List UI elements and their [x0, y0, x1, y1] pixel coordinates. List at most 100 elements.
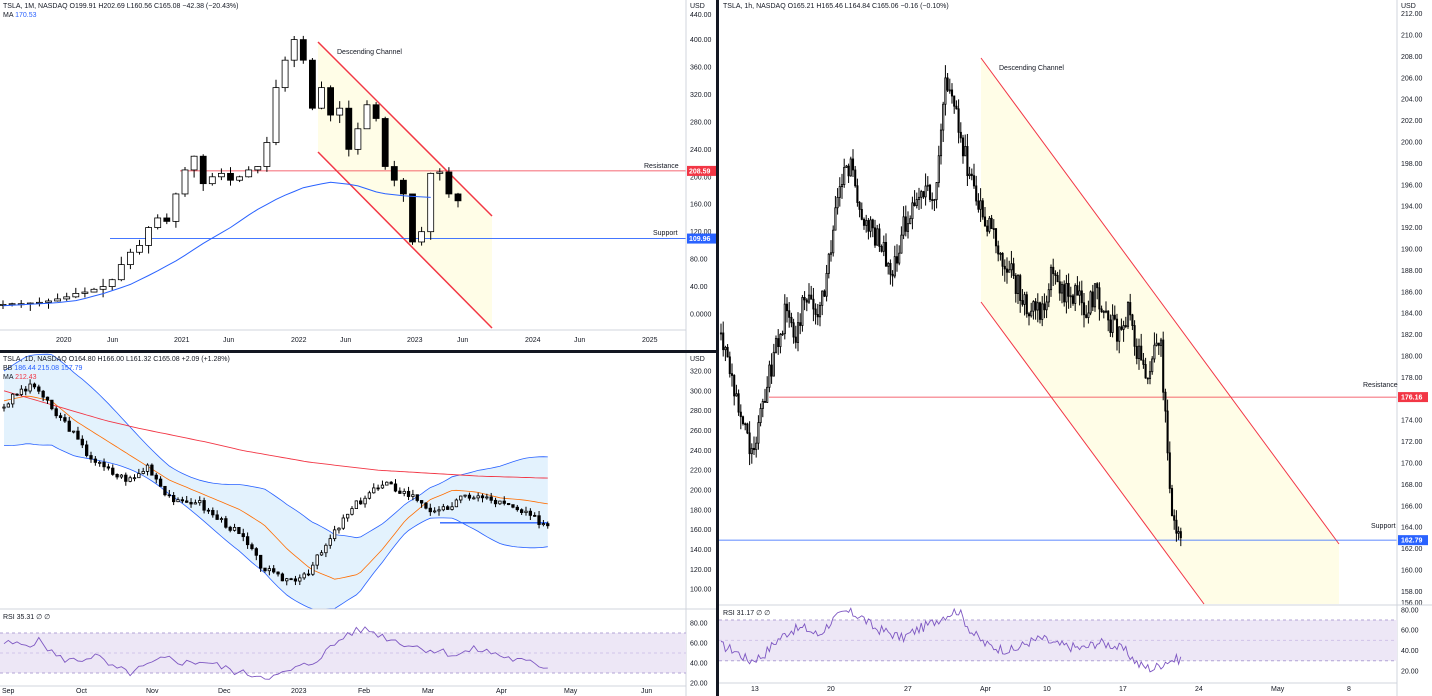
daily-candle [498, 500, 502, 505]
hourly-candle [1137, 345, 1141, 359]
monthly-candle [172, 193, 180, 222]
monthly-chart-pane[interactable]: USD 440.00 400.00 360.00 320.00 280.00 240.00 2… [0, 0, 716, 350]
hourly-rsi-tick: 40.00 [1401, 648, 1419, 655]
hourly-candle [935, 182, 938, 201]
daily-candle [472, 497, 476, 500]
daily-legend: TSLA, 1D, NASDAQ O164.80 H166.00 L161.32… [3, 355, 230, 382]
monthly-chart-canvas[interactable]: USD 440.00 400.00 360.00 320.00 280.00 240.00 2… [0, 0, 716, 350]
hourly-candle [1177, 531, 1180, 534]
daily-candle [267, 568, 272, 572]
hourly-candle [913, 202, 916, 207]
hourly-candle [953, 95, 956, 107]
hourly-candle [1122, 325, 1125, 330]
hourly-candle [1060, 284, 1064, 294]
hourly-price-tick: 190.00 [1401, 247, 1423, 254]
hourly-price-tick: 200.00 [1401, 140, 1423, 147]
hourly-channel-lower [980, 301, 1205, 605]
monthly-time-tick: 2023 [407, 337, 423, 344]
hourly-candle [891, 273, 894, 277]
monthly-candle [254, 166, 262, 171]
daily-candle [206, 509, 211, 512]
hourly-candle [926, 184, 929, 187]
daily-candle [2, 406, 6, 409]
daily-candle [6, 403, 10, 408]
horizontal-pane-divider[interactable] [0, 350, 716, 353]
daily-chart-pane[interactable]: USD 320.00 300.00 280.00 260.00 240.00 220.00 2… [0, 353, 716, 696]
daily-candle [359, 500, 363, 505]
daily-candle [80, 438, 84, 446]
hourly-price-tick: 174.00 [1401, 418, 1423, 425]
daily-candle [98, 461, 102, 464]
daily-candle [272, 568, 276, 573]
hourly-candle [1164, 391, 1167, 412]
daily-candle [324, 544, 328, 554]
daily-candle [289, 578, 293, 581]
hourly-price-tick: 172.00 [1401, 439, 1423, 446]
daily-candle [263, 567, 267, 572]
daily-candle [276, 571, 280, 575]
daily-candle [537, 515, 541, 525]
daily-candle [485, 496, 489, 499]
hourly-time-tick: 17 [1119, 686, 1127, 693]
monthly-time-tick: 2024 [525, 337, 541, 344]
daily-candle [119, 474, 124, 478]
daily-candle [489, 496, 493, 501]
hourly-candle [790, 316, 793, 324]
monthly-candle [72, 293, 80, 298]
hourly-candle [915, 199, 918, 207]
monthly-time-tick: 2020 [56, 337, 72, 344]
hourly-candle [1155, 342, 1158, 346]
hourly-candle [851, 158, 855, 171]
hourly-candle [900, 234, 903, 254]
hourly-candle [983, 216, 987, 227]
hourly-ohlc-legend: TSLA, 1h, NASDAQ O165.21 H165.46 L164.84… [723, 3, 949, 10]
hourly-price-tick: 164.00 [1401, 525, 1423, 532]
daily-ma-legend: MA 212.43 [3, 373, 230, 382]
daily-candle [124, 474, 128, 482]
hourly-candle [939, 129, 943, 157]
monthly-candle [281, 59, 289, 89]
daily-candle [24, 388, 28, 392]
hourly-candle [946, 77, 949, 91]
hourly-candle [834, 207, 837, 231]
hourly-candle [832, 229, 835, 254]
hourly-price-tick: 198.00 [1401, 161, 1423, 168]
hourly-candle [895, 256, 899, 264]
hourly-candle [741, 416, 745, 425]
hourly-candle [816, 314, 819, 318]
daily-price-tick: 240.00 [690, 448, 712, 455]
hourly-price-tick: 180.00 [1401, 354, 1423, 361]
hourly-candle [986, 225, 989, 232]
daily-candle [145, 464, 150, 472]
daily-candle [150, 464, 154, 476]
monthly-candle [108, 279, 116, 287]
daily-candle [19, 388, 24, 395]
hourly-candle [865, 220, 868, 226]
hourly-rsi-line [720, 607, 1182, 673]
hourly-candle [994, 228, 998, 247]
monthly-price-tick: 400.00 [690, 37, 712, 44]
hourly-candle [1175, 519, 1178, 534]
hourly-chart-pane[interactable]: USD 212.00 210.00 208.00 206.00 204.00 202.00 2… [719, 0, 1432, 696]
daily-candle [380, 484, 385, 489]
daily-candle [28, 383, 32, 392]
vertical-pane-divider[interactable] [716, 0, 719, 696]
hourly-candle [750, 447, 753, 455]
monthly-candle [299, 39, 307, 61]
hourly-candle [814, 308, 817, 315]
monthly-ma-legend: MA 170.53 [3, 11, 238, 20]
daily-bb-basis [3, 395, 548, 580]
daily-chart-canvas[interactable]: USD 320.00 300.00 280.00 260.00 240.00 220.00 2… [0, 353, 716, 696]
hourly-time-tick: 13 [751, 686, 759, 693]
hourly-candle [1096, 283, 1099, 289]
daily-candle [180, 499, 185, 502]
daily-candle [350, 508, 354, 515]
monthly-resistance-tag-text: 208.59 [689, 168, 711, 175]
hourly-candle [1104, 310, 1108, 313]
hourly-candle [744, 423, 747, 426]
hourly-candle [761, 401, 764, 409]
hourly-candle [1021, 300, 1024, 305]
hourly-candle [858, 202, 861, 210]
daily-time-tick: Apr [496, 688, 508, 695]
